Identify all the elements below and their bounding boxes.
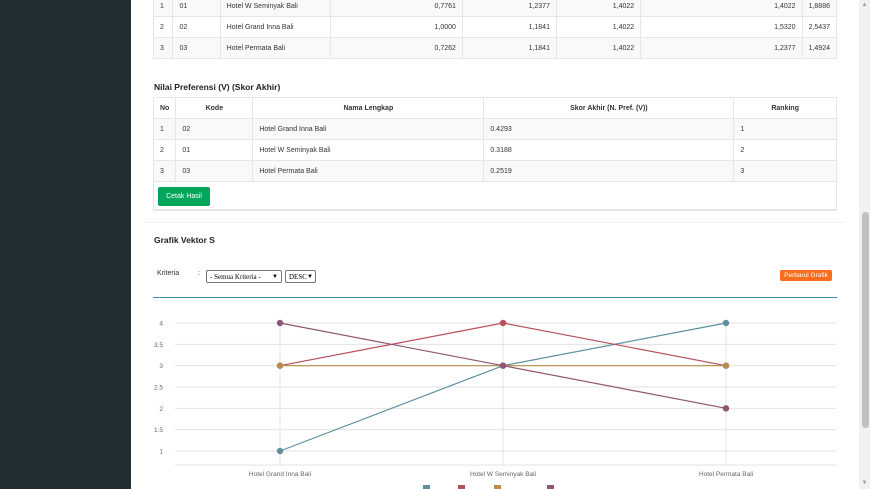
chevron-down-icon: ▼ <box>272 274 278 280</box>
preferensi-title: Nilai Preferensi (V) (Skor Akhir) <box>154 82 281 92</box>
grafik-title: Grafik Vektor S <box>154 235 215 245</box>
data-point <box>499 362 507 369</box>
order-select-value: DESC <box>289 273 307 281</box>
legend-swatch <box>458 485 465 489</box>
table-cell: Hotel W Seminyak Bali <box>219 0 332 17</box>
legend-swatch <box>547 485 554 489</box>
line-chart: 1 1.5 2 2.5 3 3.5 4 Hotel Grand Inna Bali Hotel … <box>154 319 836 489</box>
button-row <box>153 181 837 210</box>
table-cell-kode: 03 <box>175 160 254 182</box>
table-cell-ranking: 1 <box>733 118 837 140</box>
table-cell: Hotel Grand Inna Bali <box>219 16 332 38</box>
table-row: 3 03 Hotel Permata Bali 0.2519 3 <box>152 160 837 182</box>
table-cell-skor: 0.4293 <box>483 118 735 140</box>
table-cell-skor: 0.2519 <box>483 160 735 182</box>
table-cell: 1,4022 <box>555 16 642 38</box>
table-cell: 0,7262 <box>330 37 463 59</box>
sidebar <box>0 0 131 489</box>
table-cell-skor: 0.3188 <box>483 139 735 161</box>
table-cell: 3 <box>152 37 174 59</box>
table-cell: 1,4924 <box>801 37 838 59</box>
table-cell-nama: Hotel W Seminyak Bali <box>252 139 485 161</box>
table-cell: 1,0000 <box>330 16 463 38</box>
x-tick-label: Hotel Permata Bali <box>699 471 753 478</box>
table-cell-no: 3 <box>152 160 177 182</box>
table-cell: 2,5437 <box>801 16 838 38</box>
table-cell: 1,1841 <box>461 37 557 59</box>
kriteria-colon: : <box>198 270 200 277</box>
table-cell: 02 <box>172 16 221 38</box>
table-cell-kode: 02 <box>175 118 254 140</box>
chevron-down-icon: ▼ <box>307 274 313 280</box>
header-nama: Nama Lengkap <box>252 97 485 119</box>
legend-swatch <box>423 485 430 489</box>
data-point <box>499 319 507 327</box>
legend-swatch <box>494 485 501 489</box>
table-cell-nama: Hotel Permata Bali <box>252 160 485 182</box>
table-cell: Hotel Permata Bali <box>219 37 332 59</box>
table-cell: 1 <box>152 0 174 17</box>
cetak-hasil-button[interactable]: Cetak Hasil <box>158 187 210 206</box>
data-point <box>276 362 284 369</box>
table-row: 1 01 Hotel W Seminyak Bali 0,7761 1,2377 1,40… <box>152 0 838 17</box>
table-cell: 1,4022 <box>640 0 803 17</box>
kriteria-label: Kriteria <box>157 270 180 277</box>
table-cell: 01 <box>172 0 221 17</box>
table-cell: 0,7761 <box>330 0 463 17</box>
kriteria-select[interactable]: - Semua Kriteria - ▼ <box>206 270 282 283</box>
y-tick-label: 4 <box>159 321 163 328</box>
table-cell: 1,4022 <box>555 37 642 59</box>
section-divider <box>145 222 845 223</box>
y-tick-label: 2 <box>159 406 163 413</box>
triangle-down-icon[interactable]: ▼ <box>861 480 868 486</box>
preferensi-table: No Kode Nama Lengkap Skor Akhir (N. Pref… <box>152 97 837 210</box>
header-ranking: Ranking <box>733 97 837 119</box>
y-tick-label: 1 <box>159 449 163 456</box>
table-row: 2 02 Hotel Grand Inna Bali 1,0000 1,1841 1,40… <box>152 16 838 38</box>
table-cell: 1,4022 <box>555 0 642 17</box>
table-cell-no: 2 <box>152 139 177 161</box>
table-cell: 03 <box>172 37 221 59</box>
header-no: No <box>152 97 177 119</box>
order-select[interactable]: DESC ▼ <box>285 270 316 283</box>
data-point <box>722 362 730 369</box>
y-tick-label: 3.5 <box>154 342 163 349</box>
table-row: 3 03 Hotel Permata Bali 0,7262 1,1841 1,4022 1… <box>152 37 838 59</box>
table-row: 1 02 Hotel Grand Inna Bali 0.4293 1 <box>152 118 837 140</box>
table-cell: 2 <box>152 16 174 38</box>
table-cell: 1,2377 <box>640 37 803 59</box>
x-tick-label: Hotel Grand Inna Bali <box>249 471 311 478</box>
x-tick-label: Hotel W Seminyak Bali <box>470 471 536 478</box>
table-cell: 1,2377 <box>461 0 557 17</box>
header-kode: Kode <box>175 97 254 119</box>
table-cell: 1,8886 <box>801 0 838 17</box>
kriteria-select-value: - Semua Kriteria - <box>210 273 261 281</box>
chart-top-border <box>153 297 837 298</box>
main-content: 1 01 Hotel W Seminyak Bali 0,7761 1,2377 1,40… <box>131 0 859 489</box>
data-point <box>276 447 284 455</box>
data-point <box>276 319 284 327</box>
table-row: 2 01 Hotel W Seminyak Bali 0.3188 2 <box>152 139 837 161</box>
data-point <box>722 319 730 327</box>
table-cell-ranking: 3 <box>733 160 837 182</box>
table-cell-no: 1 <box>152 118 177 140</box>
header-skor: Skor Akhir (N. Pref. (V)) <box>483 97 735 119</box>
table-cell: 1,5320 <box>640 16 803 38</box>
perbarui-grafik-button[interactable]: Perbarui Grafik <box>780 270 832 281</box>
scrollbar-thumb[interactable] <box>862 212 869 428</box>
vector-table: 1 01 Hotel W Seminyak Bali 0,7761 1,2377 1,40… <box>152 0 838 59</box>
table-cell: 1,1841 <box>461 16 557 38</box>
button-cell <box>153 181 837 210</box>
y-tick-label: 1.5 <box>154 427 163 434</box>
table-cell-nama: Hotel Grand Inna Bali <box>252 118 485 140</box>
data-point <box>722 405 730 412</box>
triangle-up-icon[interactable]: ▲ <box>861 2 868 8</box>
y-tick-label: 3 <box>159 363 163 370</box>
table-cell-ranking: 2 <box>733 139 837 161</box>
panel-divider <box>153 210 837 211</box>
table-cell-kode: 01 <box>175 139 254 161</box>
y-tick-label: 2.5 <box>154 385 163 392</box>
